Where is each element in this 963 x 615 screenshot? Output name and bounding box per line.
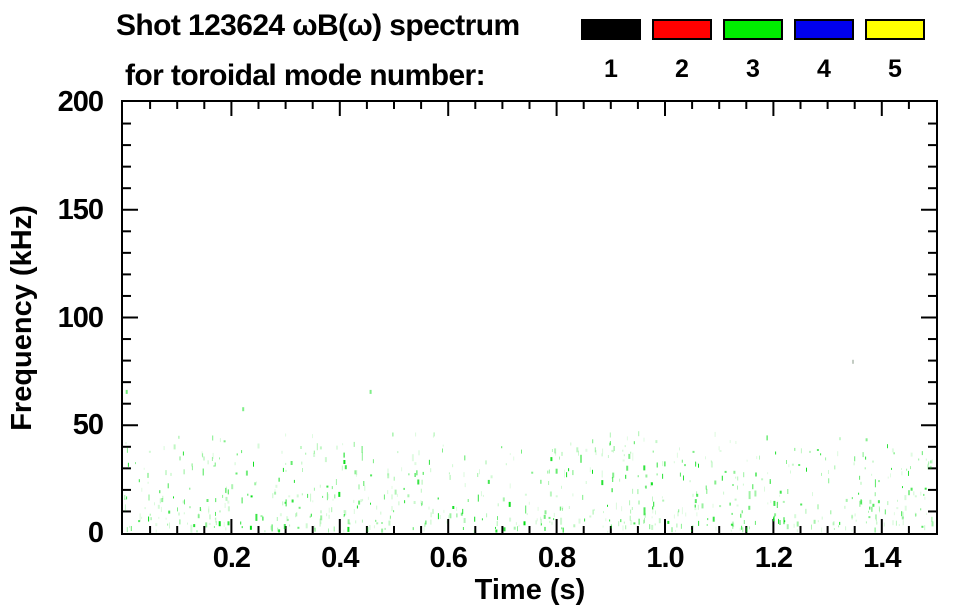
x-tick-label-1.4: 1.4	[863, 542, 901, 574]
spectrogram-canvas	[123, 102, 936, 533]
legend-item-mode-1: 1	[581, 19, 641, 82]
legend-swatch-mode-4	[794, 19, 854, 40]
legend-swatch-mode-2	[652, 19, 712, 40]
legend-label-mode-5: 5	[888, 55, 902, 83]
x-tick-label-0.4: 0.4	[321, 542, 359, 574]
legend-item-mode-2: 2	[652, 19, 712, 82]
x-tick-label-1.2: 1.2	[754, 542, 793, 574]
x-tick-label-0.6: 0.6	[429, 542, 468, 574]
legend-label-mode-1: 1	[604, 55, 618, 83]
legend-item-mode-4: 4	[794, 19, 854, 82]
plot-title-line1: Shot 123624 ωB(ω) spectrum	[116, 9, 520, 42]
legend-swatch-mode-3	[723, 19, 783, 40]
x-tick-label-1.0: 1.0	[646, 542, 684, 574]
legend-label-mode-3: 3	[746, 55, 760, 83]
legend-label-mode-4: 4	[817, 55, 831, 83]
tick-marks	[123, 102, 936, 533]
y-tick-label-150: 150	[57, 193, 104, 226]
x-tick-label-0.8: 0.8	[537, 542, 576, 574]
plot-title-line2: for toroidal mode number:	[125, 59, 486, 92]
speckle-data-n3	[124, 359, 934, 533]
plot-frame	[121, 100, 938, 535]
legend-item-mode-5: 5	[865, 19, 925, 82]
legend-swatch-mode-1	[581, 19, 641, 40]
mode-legend: 1 2 3 4 5	[581, 19, 925, 82]
legend-swatch-mode-5	[865, 19, 925, 40]
y-tick-label-0: 0	[87, 517, 104, 549]
x-tick-label-0.2: 0.2	[212, 542, 251, 574]
legend-label-mode-2: 2	[675, 55, 689, 83]
x-axis-title: Time (s)	[474, 574, 586, 606]
y-tick-label-100: 100	[57, 301, 104, 334]
legend-item-mode-3: 3	[723, 19, 783, 82]
y-tick-label-50: 50	[72, 409, 104, 442]
y-tick-label-200: 200	[57, 86, 104, 118]
